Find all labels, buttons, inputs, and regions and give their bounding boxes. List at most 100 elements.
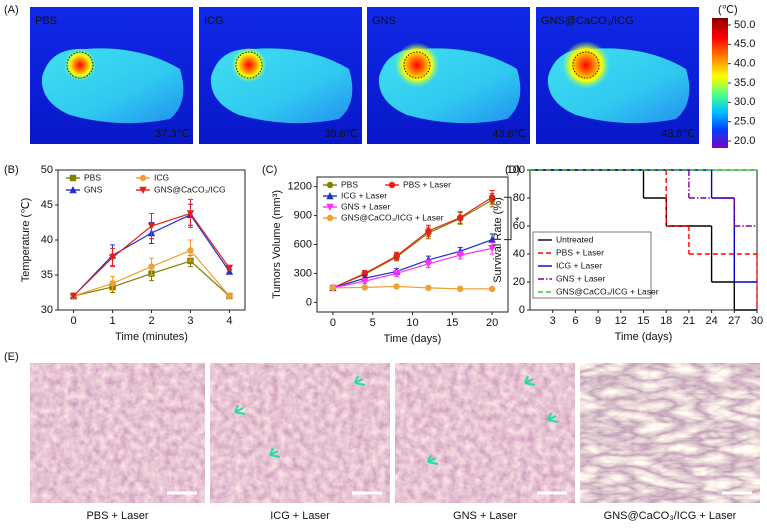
marker [361,277,369,286]
y-axis-title: Survival Rate (%) [492,197,504,283]
series-line [332,285,493,290]
marker [108,254,117,262]
colorbar-tick-label: 35.0 [734,77,755,89]
y-tick-label: 80 [513,192,525,204]
marker [147,222,156,230]
marker [488,285,496,293]
x-tick-label: 20 [486,317,498,329]
x-tick-label: 0 [330,317,336,329]
y-tick-label: 40 [513,248,525,260]
annotation: * [515,215,520,227]
x-axis-title: Time (days) [615,331,673,343]
y-tick-label: 60 [513,220,525,232]
x-tick-label: 2 [148,315,154,327]
colorbar [712,18,728,148]
legend-box [532,231,652,299]
arrow [269,447,281,458]
x-tick-label: 10 [406,317,418,329]
marker [225,264,234,272]
x-tick-label: 24 [705,315,717,327]
marker [393,252,400,260]
y-tick-label: 0 [519,304,525,316]
panel-label: (D) [505,164,520,176]
marker [393,283,400,290]
marker [186,210,195,218]
x-tick-label: 15 [637,315,649,327]
x-tick-label: 21 [683,315,695,327]
significance-bracket [504,196,512,241]
legend-label: GNS@CaCO₃/ICG [154,184,226,194]
image-label: PBS [35,15,57,27]
marker [457,285,464,293]
y-tick-label: 35 [41,269,53,281]
marker [388,181,396,189]
tumor-outline [66,51,94,79]
x-tick-label: 9 [595,315,601,327]
legend-label: GNS [84,184,103,194]
arrow [427,454,439,465]
marker [329,284,337,292]
marker [361,284,368,291]
marker [488,245,496,253]
marker [456,251,464,260]
marker [488,235,496,243]
series-line [332,196,493,289]
x-tick-label: 0 [71,315,77,327]
marker [488,194,496,201]
tumor-outline [235,51,263,79]
marker [326,181,334,189]
hot-spot [231,47,267,83]
panel-label: (B) [4,164,19,176]
marker [139,174,147,182]
y-tick-label: 600 [294,238,312,250]
marker [326,203,334,211]
histology-caption: GNS@CaCO₃/ICG + Laser [604,510,737,522]
image-label: GNS [372,15,396,27]
histology-caption: GNS + Laser [453,510,517,522]
series-line [332,247,493,289]
colorbar-tick-label: 40.0 [734,58,755,70]
y-axis-title: Tumors Volume (mm³) [271,190,283,299]
y-tick-label: 300 [294,267,312,279]
hot-spot [394,42,440,88]
histology-image [210,363,390,503]
marker [392,270,401,278]
temperature-label: 38.6℃ [324,128,358,140]
legend-label: ICG + Laser [341,190,387,200]
y-axis-title: Temperature (℃) [20,198,32,283]
hot-spot [64,49,96,81]
x-tick-label: 15 [446,317,458,329]
legend-label: ICG + Laser [556,260,602,270]
marker [424,260,433,268]
legend-label: ICG [154,172,169,182]
x-tick-label: 6 [572,315,578,327]
arrow [524,375,536,386]
tumor-outline [403,51,431,79]
marker [69,292,78,300]
histology-image [395,363,575,503]
x-tick-label: 3 [187,315,193,327]
x-tick-label: 1 [109,315,115,327]
marker [69,174,77,182]
colorbar-tick-label: 45.0 [734,38,755,50]
image-label: GNS@CaCO₃/ICG [541,15,634,27]
histology-caption: ICG + Laser [270,510,330,522]
x-tick-label: 5 [370,317,376,329]
histology-image [580,363,760,503]
panel-label: (E) [4,351,19,363]
colorbar-tick-label: 25.0 [734,116,755,128]
series-line [332,239,493,289]
histology-caption: PBS + Laser [86,510,148,522]
marker [326,192,334,200]
histology-image [30,363,205,503]
marker [148,263,155,270]
x-tick-label: 3 [550,315,556,327]
legend-label: PBS [341,179,358,189]
y-tick-label: 30 [41,304,53,316]
image-label: ICG [204,15,224,27]
x-tick-label: 12 [615,315,627,327]
arrow [547,412,559,423]
y-tick-label: 0 [306,296,312,308]
legend-label: Untreated [556,234,594,244]
